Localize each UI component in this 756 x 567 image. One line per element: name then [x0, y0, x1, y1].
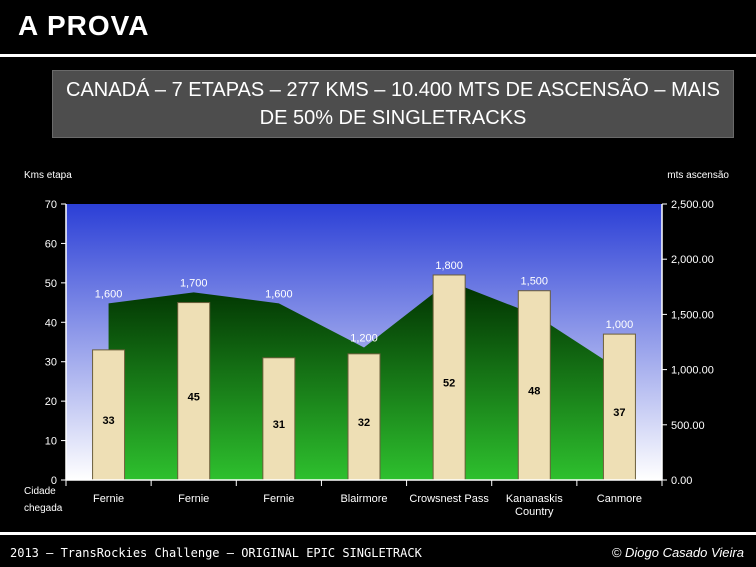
right-tick-label: 2,000.00 — [671, 254, 714, 266]
title-divider — [0, 54, 756, 57]
category-label: Kananaskis — [506, 493, 563, 505]
x-axis-label-line-2: chegada — [24, 503, 63, 514]
ascent-label: 1,600 — [95, 288, 123, 300]
banner-text: CANADÁ – 7 ETAPAS – 277 KMS – 10.400 MTS… — [56, 76, 730, 132]
kms-bar-label: 32 — [358, 417, 370, 429]
kms-bar-label: 31 — [273, 419, 285, 431]
kms-bar-label: 45 — [188, 391, 200, 403]
category-label: Canmore — [597, 493, 642, 505]
right-tick-label: 1,000.00 — [671, 365, 714, 377]
x-axis-label-line-1: Cidade — [24, 486, 56, 497]
ascent-label: 1,000 — [606, 319, 634, 331]
ascent-label: 1,700 — [180, 277, 208, 289]
kms-bar — [517, 290, 551, 481]
left-tick-label: 50 — [45, 278, 57, 290]
right-tick-label: 1,500.00 — [671, 309, 714, 321]
kms-bar — [432, 274, 466, 481]
left-axis-label: Kms etapa — [24, 170, 72, 181]
left-tick-label: 40 — [45, 317, 57, 329]
banner-line-1: CANADÁ – 7 ETAPAS – 277 KMS – 10.400 MTS… — [66, 79, 720, 101]
right-tick-label: 0.00 — [671, 475, 692, 487]
right-tick-label: 2,500.00 — [671, 199, 714, 211]
left-tick-label: 30 — [45, 357, 57, 369]
left-tick-label: 60 — [45, 238, 57, 250]
kms-bar-label: 48 — [528, 385, 540, 397]
kms-bar — [347, 353, 381, 481]
category-label: Country — [515, 506, 554, 518]
left-tick-label: 70 — [45, 199, 57, 211]
footer-credit: © Diogo Casado Vieira — [611, 545, 744, 560]
footer-event-text: 2013 – TransRockies Challenge – ORIGINAL… — [10, 546, 422, 560]
left-tick-label: 20 — [45, 396, 57, 408]
left-tick-label: 10 — [45, 436, 57, 448]
kms-bar — [262, 357, 296, 481]
kms-bar — [177, 302, 211, 481]
category-label: Fernie — [263, 493, 294, 505]
category-label: Crowsnest Pass — [409, 493, 489, 505]
kms-bar — [92, 349, 126, 481]
slide-title: A PROVA — [18, 10, 150, 41]
kms-bar-label: 33 — [102, 415, 114, 427]
banner-line-2: DE 50% DE SINGLETRACKS — [259, 107, 527, 129]
ascent-label: 1,600 — [265, 288, 293, 300]
summary-banner: CANADÁ – 7 ETAPAS – 277 KMS – 10.400 MTS… — [52, 70, 734, 138]
kms-bar-label: 52 — [443, 377, 455, 389]
left-tick-label: 0 — [51, 475, 57, 487]
category-label: Fernie — [93, 493, 124, 505]
category-label: Fernie — [178, 493, 209, 505]
right-axis-label: mts ascensão — [667, 170, 729, 181]
right-tick-label: 500.00 — [671, 420, 705, 432]
category-label: Blairmore — [340, 493, 387, 505]
ascent-label: 1,200 — [350, 333, 378, 345]
ascent-label: 1,800 — [435, 260, 463, 272]
footer-divider — [0, 532, 756, 535]
ascent-label: 1,500 — [521, 276, 549, 288]
kms-bar-label: 37 — [613, 407, 625, 419]
